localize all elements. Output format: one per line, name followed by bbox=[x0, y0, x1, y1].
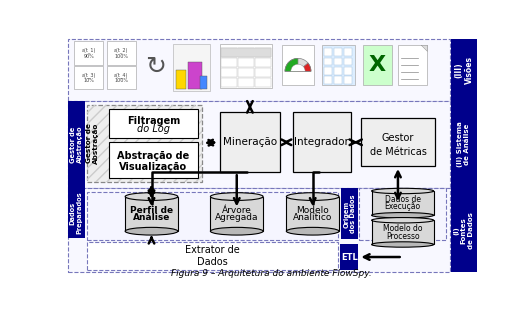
Ellipse shape bbox=[372, 213, 434, 218]
Text: Mineração: Mineração bbox=[223, 137, 277, 147]
FancyBboxPatch shape bbox=[286, 197, 339, 231]
Text: a(t_3)
10%: a(t_3) 10% bbox=[82, 72, 96, 83]
FancyBboxPatch shape bbox=[293, 112, 351, 172]
FancyBboxPatch shape bbox=[450, 101, 477, 188]
FancyBboxPatch shape bbox=[450, 188, 477, 272]
Text: (II) Sistema
de Análise: (II) Sistema de Análise bbox=[457, 122, 470, 167]
Text: Extrator de
Dados: Extrator de Dados bbox=[185, 245, 240, 267]
Text: Gestor de
Abstração: Gestor de Abstração bbox=[86, 122, 99, 164]
FancyBboxPatch shape bbox=[87, 192, 338, 240]
Wedge shape bbox=[291, 64, 305, 71]
FancyBboxPatch shape bbox=[255, 78, 271, 87]
FancyBboxPatch shape bbox=[359, 188, 446, 240]
Polygon shape bbox=[421, 45, 427, 51]
FancyBboxPatch shape bbox=[322, 45, 355, 85]
FancyBboxPatch shape bbox=[450, 39, 477, 101]
FancyBboxPatch shape bbox=[238, 58, 254, 67]
FancyBboxPatch shape bbox=[323, 76, 332, 84]
Text: Dados de: Dados de bbox=[385, 195, 421, 204]
FancyBboxPatch shape bbox=[176, 70, 186, 89]
Text: (III)
Visões: (III) Visões bbox=[454, 56, 473, 84]
Text: ETL: ETL bbox=[341, 253, 358, 261]
FancyBboxPatch shape bbox=[323, 58, 332, 65]
Text: Origem
dos Dados: Origem dos Dados bbox=[343, 195, 356, 233]
FancyBboxPatch shape bbox=[87, 105, 202, 182]
Text: Figura 9 – Arquitetura do ambiente FlowSpy.: Figura 9 – Arquitetura do ambiente FlowS… bbox=[171, 269, 372, 279]
FancyBboxPatch shape bbox=[221, 68, 237, 77]
FancyBboxPatch shape bbox=[68, 101, 85, 188]
FancyBboxPatch shape bbox=[173, 44, 210, 91]
Text: de Métricas: de Métricas bbox=[369, 147, 427, 157]
Text: Execução: Execução bbox=[385, 203, 421, 212]
Text: Processo: Processo bbox=[386, 232, 419, 241]
Text: a(t_4)
100%: a(t_4) 100% bbox=[114, 72, 128, 83]
FancyBboxPatch shape bbox=[361, 118, 435, 166]
FancyBboxPatch shape bbox=[68, 188, 450, 272]
Bar bbox=[87, 105, 202, 182]
Ellipse shape bbox=[210, 227, 263, 235]
FancyBboxPatch shape bbox=[221, 48, 271, 57]
FancyBboxPatch shape bbox=[221, 78, 237, 87]
FancyBboxPatch shape bbox=[107, 66, 136, 89]
Text: X: X bbox=[369, 55, 386, 75]
FancyBboxPatch shape bbox=[255, 68, 271, 77]
Text: Gestor de
Abstração: Gestor de Abstração bbox=[70, 126, 83, 163]
FancyBboxPatch shape bbox=[282, 45, 314, 85]
Text: ↻: ↻ bbox=[145, 55, 166, 79]
Text: Análise: Análise bbox=[133, 213, 170, 222]
Text: Gestor: Gestor bbox=[382, 132, 414, 142]
Text: a(t_2)
100%: a(t_2) 100% bbox=[114, 47, 128, 59]
FancyBboxPatch shape bbox=[200, 76, 207, 89]
Text: Analítico: Analítico bbox=[293, 213, 332, 222]
Ellipse shape bbox=[286, 227, 339, 235]
FancyBboxPatch shape bbox=[398, 45, 427, 85]
FancyBboxPatch shape bbox=[372, 220, 434, 244]
Text: do Log: do Log bbox=[137, 124, 170, 134]
FancyBboxPatch shape bbox=[340, 244, 358, 270]
Ellipse shape bbox=[125, 227, 178, 235]
Text: Modelo do: Modelo do bbox=[383, 224, 422, 233]
FancyBboxPatch shape bbox=[372, 191, 434, 215]
Text: Integrador: Integrador bbox=[294, 137, 349, 147]
Text: (I)
Fontes
de Dados: (I) Fontes de Dados bbox=[454, 213, 474, 249]
FancyBboxPatch shape bbox=[220, 112, 280, 172]
FancyBboxPatch shape bbox=[255, 58, 271, 67]
FancyBboxPatch shape bbox=[125, 197, 178, 231]
FancyBboxPatch shape bbox=[333, 58, 342, 65]
Text: a(t_1)
90%: a(t_1) 90% bbox=[82, 47, 96, 59]
Ellipse shape bbox=[125, 193, 178, 200]
FancyBboxPatch shape bbox=[109, 141, 198, 178]
Ellipse shape bbox=[372, 188, 434, 194]
FancyBboxPatch shape bbox=[341, 188, 358, 239]
FancyBboxPatch shape bbox=[343, 48, 352, 56]
Ellipse shape bbox=[372, 218, 434, 223]
FancyBboxPatch shape bbox=[107, 41, 136, 64]
FancyBboxPatch shape bbox=[333, 48, 342, 56]
FancyBboxPatch shape bbox=[210, 197, 263, 231]
Text: Filtragem: Filtragem bbox=[127, 115, 180, 126]
Ellipse shape bbox=[372, 242, 434, 247]
Text: Modelo: Modelo bbox=[296, 206, 329, 214]
FancyBboxPatch shape bbox=[238, 78, 254, 87]
FancyBboxPatch shape bbox=[323, 67, 332, 74]
FancyBboxPatch shape bbox=[238, 68, 254, 77]
FancyBboxPatch shape bbox=[109, 109, 198, 138]
Text: Perfil de: Perfil de bbox=[130, 206, 173, 214]
Text: Agregada: Agregada bbox=[215, 213, 259, 222]
FancyBboxPatch shape bbox=[221, 58, 237, 67]
Wedge shape bbox=[285, 58, 311, 71]
FancyBboxPatch shape bbox=[188, 62, 202, 89]
FancyBboxPatch shape bbox=[343, 67, 352, 74]
FancyBboxPatch shape bbox=[68, 101, 450, 188]
FancyBboxPatch shape bbox=[87, 242, 338, 270]
FancyBboxPatch shape bbox=[74, 66, 103, 89]
FancyBboxPatch shape bbox=[363, 45, 392, 85]
Wedge shape bbox=[298, 63, 311, 71]
FancyBboxPatch shape bbox=[323, 48, 332, 56]
FancyBboxPatch shape bbox=[333, 76, 342, 84]
FancyBboxPatch shape bbox=[333, 67, 342, 74]
Text: Árvore: Árvore bbox=[222, 206, 252, 214]
Text: Dados
Preparados: Dados Preparados bbox=[70, 192, 83, 234]
FancyBboxPatch shape bbox=[343, 76, 352, 84]
FancyBboxPatch shape bbox=[238, 48, 254, 57]
